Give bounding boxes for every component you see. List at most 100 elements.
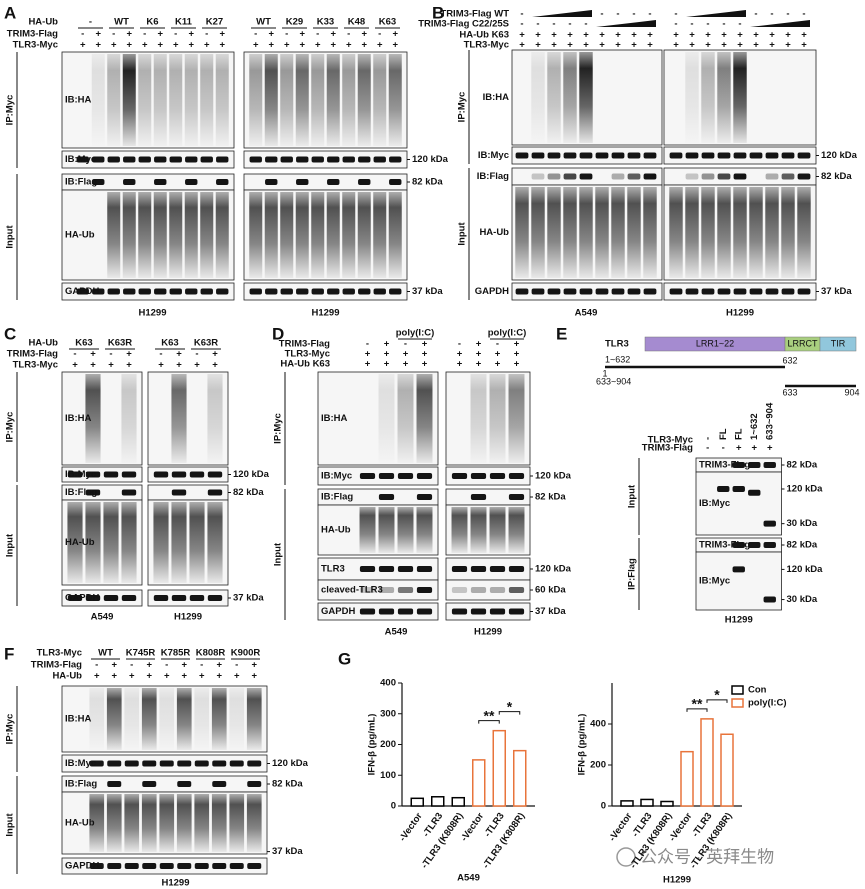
lane-label: + (234, 671, 240, 682)
band (89, 863, 104, 869)
band (451, 608, 468, 615)
cell-line-label: H1299 (725, 615, 753, 626)
smear (781, 187, 795, 278)
kda-label: 82 kDa (821, 171, 852, 182)
kda-label: 82 kDa (787, 460, 818, 471)
bar (451, 796, 465, 807)
band (280, 156, 293, 163)
band (124, 863, 139, 869)
lane-label: + (204, 40, 210, 51)
band (249, 288, 262, 295)
lane-label: + (361, 40, 367, 51)
lane-label: + (495, 349, 501, 360)
lane-label: + (330, 29, 336, 40)
band (416, 566, 433, 572)
kda-label: 82 kDa (233, 487, 264, 498)
band (92, 288, 105, 295)
band (611, 152, 625, 159)
band (200, 288, 213, 295)
smear (295, 192, 309, 278)
kda-label: 30 kDa (787, 594, 818, 605)
panel-letter: F (4, 644, 14, 663)
lane-label: - (254, 29, 257, 40)
lane-label: + (737, 40, 743, 51)
smear (595, 187, 609, 278)
band (212, 863, 227, 869)
panel-letter: E (556, 324, 567, 343)
kda-label: 82 kDa (412, 177, 443, 188)
lane-label: + (514, 359, 520, 370)
lane-label: + (769, 30, 775, 41)
position-label: 633 (782, 387, 797, 397)
lane-label: - (378, 29, 381, 40)
band (194, 863, 209, 869)
lane-label: - (404, 339, 407, 350)
band (327, 156, 340, 163)
lane-label: - (81, 29, 84, 40)
lane-label: - (738, 19, 741, 30)
band (76, 288, 89, 295)
band (159, 863, 174, 869)
lane-label: + (476, 339, 482, 350)
band (177, 863, 192, 869)
row-label: TLR3-Myc (37, 648, 82, 659)
smear (627, 187, 641, 278)
lane-label: + (377, 40, 383, 51)
y-tick-label: 200 (590, 760, 606, 771)
kda-label: 37 kDa (412, 286, 443, 297)
band (327, 179, 340, 185)
lane-label: + (111, 671, 117, 682)
smear (106, 688, 122, 750)
blot-label: IB:HA (321, 413, 348, 424)
lane-label: + (721, 40, 727, 51)
band (107, 156, 120, 163)
band (265, 156, 278, 163)
watermark-icon (616, 847, 636, 867)
band (627, 152, 641, 159)
lane-label: - (458, 339, 461, 350)
band (733, 152, 747, 159)
lane-label: + (284, 40, 290, 51)
lane-label: - (770, 9, 773, 20)
band (643, 288, 657, 295)
lane-label: + (251, 660, 257, 671)
blot-label: TLR3 (321, 564, 345, 575)
lane-label: + (673, 40, 679, 51)
blot-label: IB:Flag (65, 779, 97, 790)
lane-label: + (673, 30, 679, 41)
lane-label: - (200, 660, 203, 671)
band (378, 566, 395, 572)
bar (680, 750, 694, 807)
cell-line-label: A549 (575, 308, 598, 319)
row-label: TRIM3-Flag (7, 29, 58, 40)
smear (547, 52, 561, 143)
band (153, 471, 169, 478)
y-axis-label: IFN-β (pg/mL) (577, 714, 588, 776)
kda-label: 37 kDa (233, 593, 264, 604)
band (216, 179, 229, 185)
band (611, 173, 625, 180)
side-label: IP:Myc (273, 413, 284, 444)
smear (470, 374, 487, 463)
lane-label: - (316, 29, 319, 40)
smear (611, 187, 625, 278)
y-axis-label: IFN-β (pg/mL) (367, 714, 378, 776)
smear (207, 374, 223, 463)
lane-label: K63 (161, 338, 178, 349)
lane-label: + (157, 40, 163, 51)
treatment-label: poly(I:C) (396, 328, 435, 339)
kda-label: 120 kDa (787, 484, 824, 495)
band (397, 473, 414, 479)
smear (749, 187, 763, 278)
lane-label: + (721, 30, 727, 41)
smear (159, 794, 175, 852)
lane-label: + (736, 443, 742, 454)
smear (295, 54, 309, 146)
lane-label: - (722, 443, 725, 454)
band (67, 471, 83, 478)
band (296, 179, 309, 185)
lane-label: + (330, 40, 336, 51)
bar (472, 759, 486, 807)
band (595, 288, 609, 295)
lane-label: + (801, 40, 807, 51)
